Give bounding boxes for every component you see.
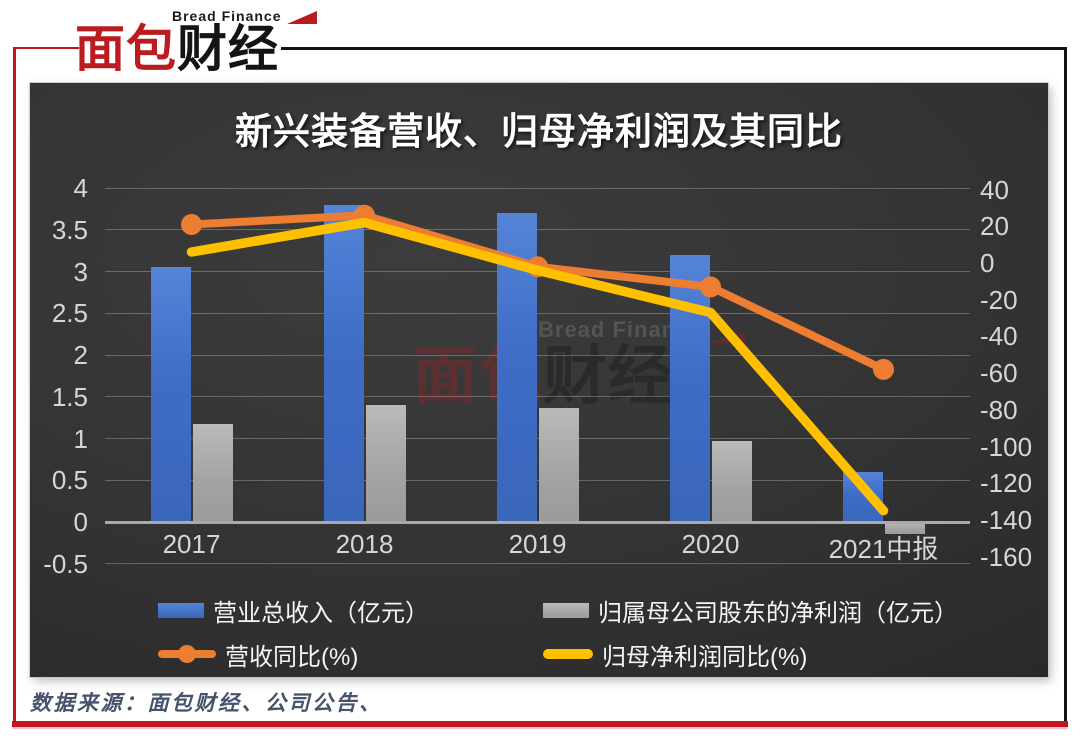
- brand-wordmark-red: 面包: [75, 21, 177, 77]
- y-axis-label-left: 3.5: [51, 214, 88, 245]
- legend-swatch: [158, 645, 216, 663]
- net-profit-bar: [365, 405, 406, 522]
- legend-label: 营业总收入（亿元）: [213, 599, 429, 627]
- grid-line: [105, 354, 970, 356]
- y-axis-label-right: -140: [980, 504, 1033, 535]
- brand-tagline: Bread Finance: [172, 8, 282, 24]
- net-profit-bar: [538, 407, 579, 522]
- legend-item: 归属母公司股东的净利润（亿元）: [543, 595, 958, 627]
- grid-line: [105, 229, 970, 231]
- frame-border-bottom-red: [12, 721, 1068, 727]
- frame-border-right-black: [1064, 47, 1067, 726]
- y-axis-label-right: -20: [980, 284, 1018, 315]
- source-note: 数据来源：面包财经、公司公告、: [30, 691, 383, 715]
- frame-border-top-black: [281, 47, 1067, 50]
- revenue-bar: [150, 267, 191, 522]
- y-axis-label-left: -0.5: [43, 548, 88, 579]
- legend-swatch: [543, 602, 589, 618]
- legend-item: 归母净利润同比(%): [543, 639, 958, 671]
- y-axis-label-left: 4: [73, 173, 88, 203]
- y-axis-label-left: 0: [73, 507, 88, 537]
- y-axis-label-left: 1.5: [51, 381, 88, 412]
- frame-border-top-red: [13, 47, 79, 49]
- grid-line: [105, 187, 970, 189]
- grid-line: [105, 396, 970, 398]
- legend-item: 营业总收入（亿元）: [158, 595, 543, 627]
- y-axis-label-right: -100: [980, 431, 1033, 462]
- net-profit-bar: [192, 424, 233, 522]
- y-axis-label-right: -60: [980, 358, 1018, 389]
- plot-area: 4 3.5 3 2.5 2 1.5 1 0.5 0 -0.5 40 20 0 -20 -40 -60 -80 -1…: [30, 83, 1048, 677]
- x-axis-line: [105, 520, 970, 524]
- y-axis-label-right: 40: [980, 174, 1009, 205]
- revenue-bar: [669, 254, 710, 522]
- legend-swatch: [158, 602, 204, 618]
- brand-logo: Bread Finance 面包财经: [75, 6, 318, 74]
- y-axis-label-right: -160: [980, 541, 1033, 572]
- revenue-bar: [496, 213, 537, 522]
- chart-title: 新兴装备营收、归母净利润及其同比: [235, 111, 843, 152]
- y-axis-label-left: 1: [73, 423, 88, 454]
- legend: 营业总收入（亿元） 归属母公司股东的净利润（亿元） 营收同比(%) 归母净利润同比(%…: [158, 595, 958, 671]
- net-profit-bar: [711, 441, 752, 522]
- legend-label: 营收同比(%): [225, 643, 359, 671]
- revenue-bar: [842, 471, 883, 522]
- y-axis-label-right: 20: [980, 211, 1009, 242]
- brand-wordmark: 面包财经: [75, 24, 317, 74]
- brand-triangle-icon: [287, 11, 318, 24]
- x-axis-label: 2018: [335, 529, 394, 559]
- x-axis-label: 2021中报: [828, 534, 939, 564]
- net-profit-bar: [884, 522, 925, 534]
- chart-panel: Bread Finance 面包财经 4 3.5 3 2.5 2 1.5 1 0.5 0 -0.5…: [30, 83, 1048, 677]
- legend-marker-dot: [178, 645, 196, 663]
- y-axis-label-right: 0: [980, 248, 995, 278]
- y-axis-label-right: -80: [980, 394, 1018, 425]
- y-axis-label-left: 3: [73, 256, 88, 287]
- brand-wordmark-black: 财经: [177, 21, 279, 77]
- x-axis-label: 2017: [162, 529, 221, 559]
- x-axis-label: 2020: [681, 529, 740, 559]
- x-axis-label: 2019: [508, 529, 567, 559]
- legend-label: 归属母公司股东的净利润（亿元）: [598, 599, 958, 627]
- y-axis-label-left: 2.5: [51, 298, 88, 329]
- y-axis-label-right: -40: [980, 321, 1018, 352]
- y-axis-label-right: -120: [980, 468, 1033, 499]
- legend-swatch: [543, 649, 593, 659]
- grid-line: [105, 271, 970, 272]
- revenue-bar: [323, 204, 364, 522]
- legend-item: 营收同比(%): [158, 639, 543, 671]
- grid-line: [105, 312, 970, 314]
- brand-logo-tagline-row: Bread Finance: [172, 6, 318, 24]
- frame-border-left-red: [13, 47, 16, 726]
- grid-line: [105, 479, 970, 481]
- grid-line: [105, 563, 970, 565]
- y-axis-label-left: 0.5: [51, 465, 88, 496]
- legend-label: 归母净利润同比(%): [602, 643, 808, 671]
- grid-line: [105, 438, 970, 439]
- y-axis-label-left: 2: [73, 340, 88, 370]
